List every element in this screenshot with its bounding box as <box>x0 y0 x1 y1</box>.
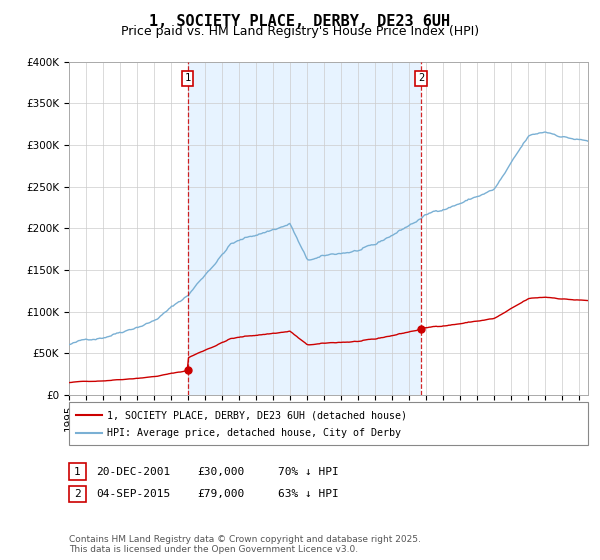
Text: 04-SEP-2015: 04-SEP-2015 <box>97 489 171 499</box>
Text: 1, SOCIETY PLACE, DERBY, DE23 6UH (detached house): 1, SOCIETY PLACE, DERBY, DE23 6UH (detac… <box>107 410 407 420</box>
Bar <box>188 62 421 395</box>
Text: HPI: Average price, detached house, City of Derby: HPI: Average price, detached house, City… <box>107 428 401 438</box>
Text: Price paid vs. HM Land Registry's House Price Index (HPI): Price paid vs. HM Land Registry's House … <box>121 25 479 38</box>
Text: 1: 1 <box>184 73 191 83</box>
Text: 1, SOCIETY PLACE, DERBY, DE23 6UH: 1, SOCIETY PLACE, DERBY, DE23 6UH <box>149 14 451 29</box>
Text: 2: 2 <box>418 73 424 83</box>
Text: 63% ↓ HPI: 63% ↓ HPI <box>278 489 338 499</box>
Text: 70% ↓ HPI: 70% ↓ HPI <box>278 466 338 477</box>
Text: 1: 1 <box>74 466 81 477</box>
Text: 20-DEC-2001: 20-DEC-2001 <box>97 466 171 477</box>
Text: Contains HM Land Registry data © Crown copyright and database right 2025.
This d: Contains HM Land Registry data © Crown c… <box>69 535 421 554</box>
Text: £79,000: £79,000 <box>197 489 244 499</box>
Text: 2: 2 <box>74 489 81 499</box>
Text: £30,000: £30,000 <box>197 466 244 477</box>
